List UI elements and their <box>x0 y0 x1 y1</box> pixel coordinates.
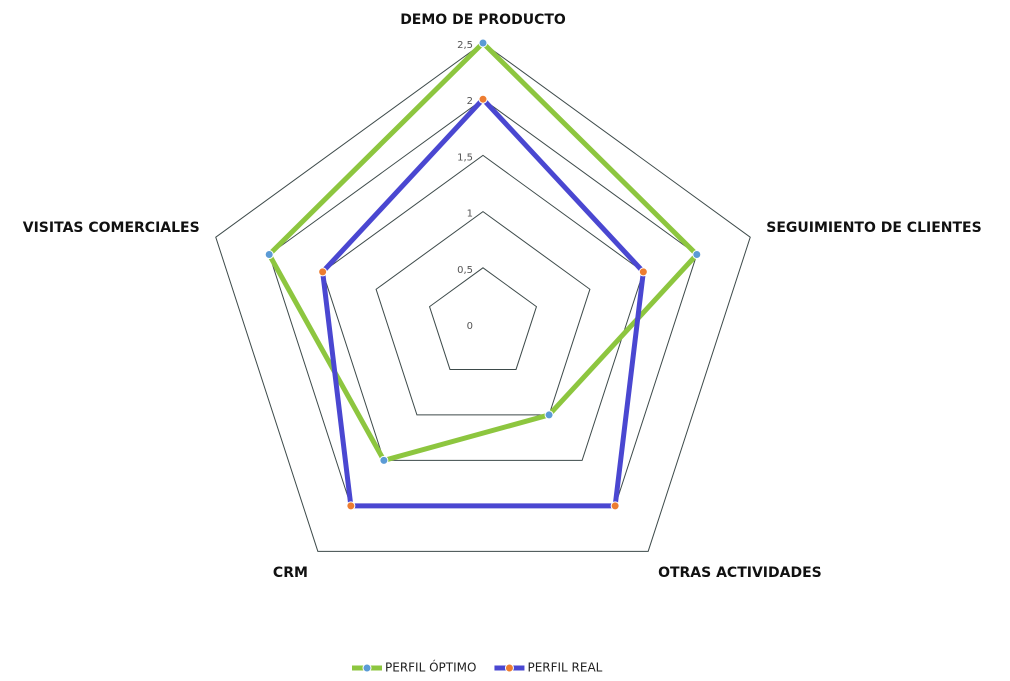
tick-label: 1,5 <box>457 152 473 163</box>
grid-ring <box>215 42 751 552</box>
marker <box>478 94 488 104</box>
marker <box>264 250 274 260</box>
category-label: VISITAS COMERCIALES <box>23 220 200 236</box>
legend-marker <box>362 663 372 673</box>
legend-label: PERFIL REAL <box>527 661 602 675</box>
series-line <box>266 39 701 464</box>
legend-marker <box>504 663 514 673</box>
category-label: SEGUIMIENTO DE CLIENTES <box>766 220 981 236</box>
marker <box>478 38 488 48</box>
category-label: OTRAS ACTIVIDADES <box>658 565 822 581</box>
category-label: CRM <box>273 565 308 581</box>
grid-ring <box>428 267 538 370</box>
marker <box>692 250 702 260</box>
marker <box>544 410 554 420</box>
legend-label: PERFIL ÓPTIMO <box>385 660 476 675</box>
grid-ring <box>322 154 644 461</box>
tick-label: 2 <box>467 96 473 107</box>
tick-label: 1 <box>467 209 473 220</box>
grid-ring <box>268 98 698 507</box>
tick-label: 2,5 <box>457 40 473 51</box>
marker <box>638 267 648 277</box>
marker <box>379 455 389 465</box>
marker <box>346 501 356 511</box>
tick-label: 0,5 <box>457 265 473 276</box>
series-line <box>320 95 646 509</box>
grid-ring <box>375 210 591 416</box>
marker <box>610 501 620 511</box>
category-label: DEMO DE PRODUCTO <box>400 12 566 28</box>
marker <box>318 267 328 277</box>
tick-label: 0 <box>467 321 473 332</box>
